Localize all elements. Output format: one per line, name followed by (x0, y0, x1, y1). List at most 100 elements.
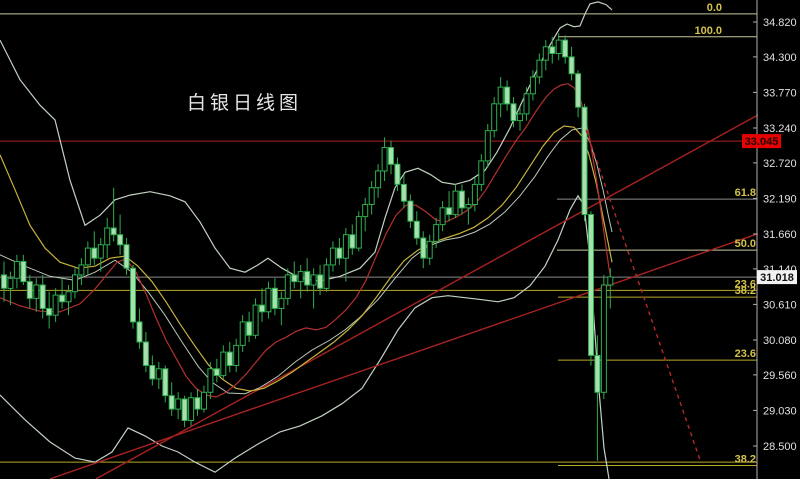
candlestick (233, 344, 240, 366)
candlestick (549, 46, 556, 54)
dashed-projection-line[interactable] (585, 129, 702, 464)
axis-tick-label: 32.190 (763, 193, 797, 205)
candlestick (394, 163, 401, 185)
candlestick (7, 277, 14, 289)
candlestick (155, 368, 162, 380)
candlestick (510, 103, 517, 122)
candlestick (484, 130, 491, 162)
candlestick (433, 224, 440, 242)
candlestick (162, 368, 169, 397)
axis-tick-label: 33.770 (763, 87, 797, 99)
candlestick (529, 76, 536, 95)
price-marker-text: 33.045 (745, 136, 779, 148)
candlestick (568, 56, 575, 75)
candlestick (181, 398, 188, 421)
candlestick (291, 274, 298, 283)
candlestick (123, 244, 130, 269)
candlestick (588, 214, 594, 356)
candlestick (207, 368, 214, 393)
candlestick (265, 287, 272, 313)
price-axis-panel[interactable] (758, 0, 800, 479)
candlestick (478, 160, 485, 185)
ascending-trendline[interactable] (95, 91, 800, 479)
candlestick (142, 341, 149, 366)
candlestick (271, 287, 278, 309)
candlestick (446, 207, 453, 216)
axis-tick-label: 33.240 (763, 123, 797, 135)
candlestick (149, 365, 156, 380)
axis-tick-label: 31.660 (763, 229, 797, 241)
candlestick (413, 220, 420, 239)
candlestick (342, 234, 349, 259)
fib-level-label: 100.0 (694, 25, 722, 37)
candlestick (471, 183, 478, 205)
candlestick (420, 237, 427, 259)
candlestick (562, 39, 569, 58)
axis-tick-label: 29.030 (763, 405, 797, 417)
candlestick (213, 368, 220, 376)
candlestick (20, 261, 27, 283)
candlestick (517, 113, 523, 122)
candlestick (239, 321, 246, 346)
candlestick (91, 247, 98, 259)
candlestick (329, 247, 336, 266)
axis-tick-label: 32.720 (763, 158, 797, 170)
candlestick (607, 276, 614, 286)
candlestick (168, 395, 175, 410)
candlestick (175, 398, 182, 410)
candlestick (465, 204, 472, 209)
candlestick (323, 264, 330, 289)
candlestick (59, 294, 66, 303)
axis-tick-label: 34.820 (763, 17, 797, 29)
candlestick (78, 264, 85, 276)
chart-title-label: 白银日线图 (187, 92, 303, 114)
candlestick (600, 284, 607, 393)
candlestick (246, 321, 253, 336)
candlestick (188, 397, 195, 422)
axis-tick-label: 30.610 (763, 299, 797, 311)
candlestick (439, 207, 446, 226)
candlestick (284, 274, 291, 299)
candlestick (136, 321, 143, 343)
candlestick (130, 267, 136, 323)
fib-level-label: 38.2 (735, 285, 756, 297)
candlestick (52, 294, 59, 316)
fib-level-label: 23.6 (735, 348, 756, 360)
candlestick (33, 284, 40, 299)
candlestick (13, 261, 20, 279)
candlestick (375, 170, 382, 189)
candlestick (194, 397, 201, 410)
axis-tick-label: 30.080 (763, 335, 797, 347)
candlestick (426, 240, 433, 259)
candlestick (97, 244, 104, 259)
axis-tick-label: 28.500 (763, 441, 797, 453)
candlestick (201, 391, 207, 410)
candlestick (368, 187, 375, 205)
moving-average-yellow (0, 125, 613, 392)
candlestick (259, 304, 265, 313)
moving-average-red (0, 83, 613, 398)
candlestick (1, 274, 7, 289)
candlestick (536, 59, 543, 78)
candlestick (110, 227, 117, 236)
candlestick (504, 86, 511, 105)
candlestick (336, 247, 343, 259)
candlestick (581, 106, 588, 215)
candlestick (349, 234, 356, 249)
candlestick (39, 284, 46, 309)
axis-tick-label: 29.560 (763, 370, 797, 382)
fib-level-label: 23.6 (735, 278, 756, 290)
candlestick (226, 351, 233, 367)
candlestick (523, 93, 530, 115)
axis-tick-label: 34.300 (763, 52, 797, 64)
fib-level-label: 38.2 (735, 454, 756, 466)
candlestick (400, 183, 407, 202)
candlestick (542, 46, 549, 61)
fib-level-label: 0.0 (707, 2, 722, 14)
candlestick (317, 274, 324, 289)
candlestick (26, 281, 33, 299)
alert-price-marker (742, 134, 781, 149)
candlestick (252, 304, 259, 336)
